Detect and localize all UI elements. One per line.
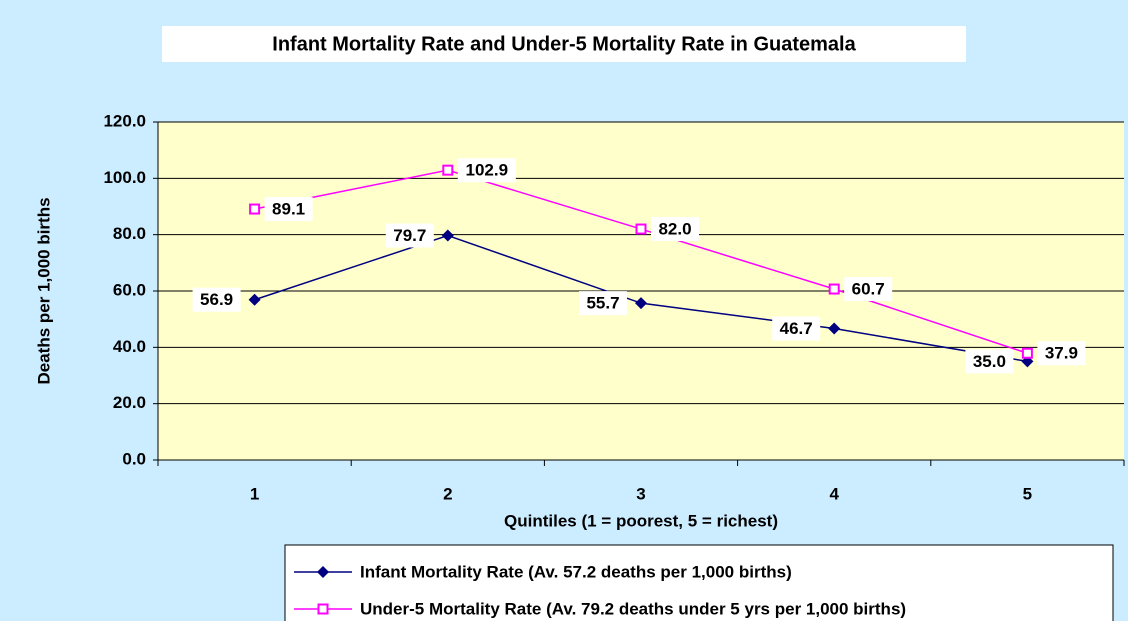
data-label-bg: [264, 197, 313, 222]
x-tick-label: 1: [250, 484, 259, 503]
data-label: 89.1: [272, 200, 305, 219]
data-label-bg: [385, 223, 434, 248]
x-tick-label: 5: [1023, 484, 1032, 503]
legend-label: Under-5 Mortality Rate (Av. 79.2 deaths …: [360, 599, 906, 618]
y-tick-label: 80.0: [113, 224, 146, 243]
data-label-bg: [844, 277, 893, 302]
x-tick-label: 4: [829, 484, 839, 503]
data-label-bg: [1037, 341, 1086, 366]
data-label: 37.9: [1045, 344, 1078, 363]
y-tick-label: 0.0: [122, 449, 146, 468]
data-label-bg: [651, 217, 699, 242]
marker: [442, 164, 454, 176]
data-label: 46.7: [780, 319, 813, 338]
legend: [284, 544, 1114, 621]
data-label-bg: [965, 349, 1014, 374]
data-label: 79.7: [393, 226, 426, 245]
marker: [1021, 347, 1033, 359]
y-tick-label: 40.0: [113, 337, 146, 356]
y-axis-label: Deaths per 1,000 births: [34, 197, 53, 384]
marker: [635, 223, 647, 235]
y-tick-label: 20.0: [113, 393, 146, 412]
marker: [635, 297, 647, 310]
y-tick-label: 60.0: [113, 280, 146, 299]
data-label-bg: [192, 287, 241, 312]
data-label: 35.0: [973, 352, 1006, 371]
marker: [317, 603, 329, 615]
marker: [828, 283, 840, 295]
data-label: 55.7: [586, 294, 619, 313]
y-tick-label: 120.0: [103, 111, 146, 130]
marker: [441, 229, 454, 242]
data-label: 102.9: [466, 161, 509, 180]
data-label: 82.0: [658, 220, 691, 239]
y-tick-label: 100.0: [103, 168, 146, 187]
x-tick-label: 3: [636, 484, 645, 503]
title-bg: [162, 26, 966, 62]
chart-title: Infant Mortality Rate and Under-5 Mortal…: [272, 33, 856, 55]
x-tick-label: 2: [443, 484, 452, 503]
marker: [248, 293, 261, 306]
legend-label: Infant Mortality Rate (Av. 57.2 deaths p…: [360, 562, 792, 581]
marker: [828, 322, 841, 335]
data-label-bg: [579, 291, 627, 316]
data-label: 60.7: [852, 280, 885, 299]
data-label-bg: [457, 158, 516, 183]
data-label: 56.9: [200, 290, 233, 309]
x-axis-label: Quintiles (1 = poorest, 5 = richest): [504, 511, 778, 530]
marker: [317, 566, 329, 578]
marker: [249, 203, 261, 215]
data-label-bg: [772, 316, 821, 341]
